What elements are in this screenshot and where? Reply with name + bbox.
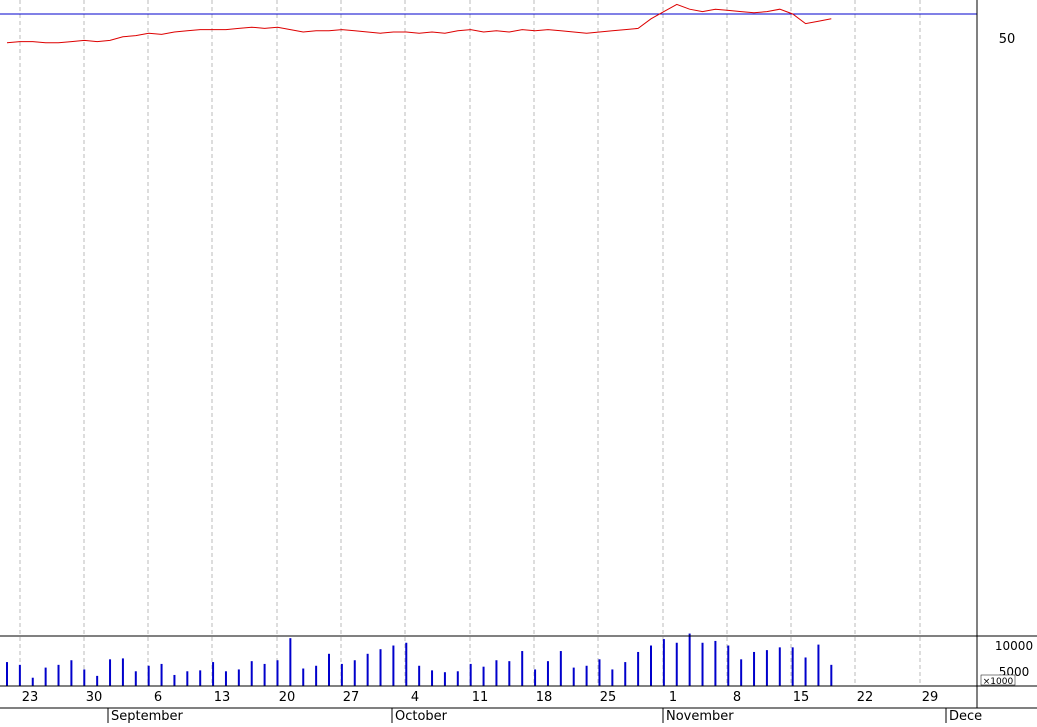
month-label-0: September [111,709,184,723]
frame [0,0,1037,709]
month-label-1: October [395,709,448,723]
month-label-3: Dece [949,709,982,723]
volume-tick-label-0: 10000 [995,639,1033,653]
date-tick-label-4: 20 [279,690,296,705]
volume-multiplier-box [980,674,1016,686]
date-tick-label-2: 6 [154,690,162,705]
date-tick-label-9: 25 [600,690,617,705]
date-tick-label-8: 18 [536,690,553,705]
date-tick-label-3: 13 [214,690,231,705]
oscillator-tick-label: 50 [999,32,1016,47]
date-tick-label-13: 22 [857,690,874,705]
date-tick-label-10: 1 [669,690,677,705]
date-tick-label-14: 29 [922,690,939,705]
oscillator-line [6,3,832,44]
month-label-2: November [666,709,734,723]
oscillator-panel [0,3,977,44]
date-tick-label-7: 11 [472,690,489,705]
date-tick-label-1: 30 [86,690,103,705]
date-tick-label-5: 27 [343,690,360,705]
price-axis: 20.521.021.522.022.523.023.524.024.55010… [980,32,1033,687]
grid [19,0,921,686]
volume-panel [6,633,833,686]
date-tick-label-11: 8 [733,690,741,705]
date-tick-label-12: 15 [793,690,810,705]
date-tick-label-0: 23 [22,690,39,705]
date-tick-label-6: 4 [411,690,419,705]
volume-multiplier-label: ×1000 [983,677,1014,687]
